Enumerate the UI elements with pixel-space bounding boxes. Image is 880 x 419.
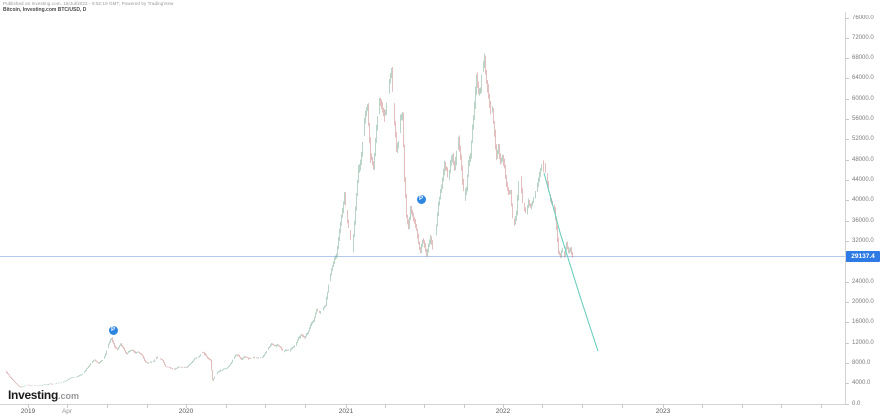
time-axis-minor-tick xyxy=(742,404,743,408)
price-axis-label: 24000.0 xyxy=(852,278,874,285)
instrument-title-text: Bitcoin, Investing.com BTC/USD, D xyxy=(3,7,87,13)
time-axis-minor-tick xyxy=(424,404,425,408)
investing-com-logo: Investing.com xyxy=(8,386,79,404)
price-axis-tick xyxy=(845,180,849,182)
time-axis-tick xyxy=(346,404,347,408)
price-axis-tick xyxy=(845,200,849,202)
price-axis-tick xyxy=(845,261,849,263)
price-axis-tick xyxy=(845,362,849,364)
time-axis-tick xyxy=(663,404,664,408)
price-axis-tick xyxy=(845,301,849,303)
time-axis-tick xyxy=(28,404,29,408)
price-axis-tick xyxy=(845,78,849,80)
time-axis-tick xyxy=(186,404,187,408)
price-axis-tick xyxy=(845,403,849,405)
price-axis-label: 44000.0 xyxy=(852,177,874,184)
time-axis-label: 2020 xyxy=(178,408,194,415)
price-axis-label: 72000.0 xyxy=(852,34,874,41)
price-axis-label: 20000.0 xyxy=(852,298,874,305)
time-axis-tick xyxy=(503,404,504,408)
time-axis-label: Apr xyxy=(61,408,73,415)
published-info-text: Published on Investing.com, 15/Jul/2022 … xyxy=(3,1,174,6)
price-axis-tick xyxy=(845,159,849,161)
price-axis-label: 48000.0 xyxy=(852,156,874,163)
time-axis-minor-tick xyxy=(821,404,822,408)
price-axis-tick xyxy=(845,119,849,121)
price-axis-tick xyxy=(845,240,849,242)
price-axis-label: 32000.0 xyxy=(852,237,874,244)
price-axis-tick xyxy=(845,281,849,283)
time-axis-minor-tick xyxy=(147,404,148,408)
price-axis-label: 12000.0 xyxy=(852,339,874,346)
price-axis-label: 56000.0 xyxy=(852,116,874,123)
time-axis-minor-tick xyxy=(305,404,306,408)
last-price-badge: 29137.4 xyxy=(846,250,880,262)
price-axis-label: 76000.0 xyxy=(852,14,874,21)
price-axis-tick xyxy=(845,322,849,324)
time-axis-minor-tick xyxy=(702,404,703,408)
logo-brand-text: Investing xyxy=(8,388,58,402)
time-axis-minor-tick xyxy=(226,404,227,408)
time-axis-minor-tick xyxy=(265,404,266,408)
time-axis-tick xyxy=(67,404,68,408)
price-axis-tick xyxy=(845,383,849,385)
price-axis-tick xyxy=(845,342,849,344)
price-axis-label: 16000.0 xyxy=(852,319,874,326)
price-axis-label: 68000.0 xyxy=(852,55,874,62)
price-axis-label: 36000.0 xyxy=(852,217,874,224)
time-axis-minor-tick xyxy=(781,404,782,408)
price-axis-label: 4000.0 xyxy=(852,380,871,387)
price-axis-tick xyxy=(845,139,849,141)
price-axis-label: 0.0 xyxy=(852,400,861,407)
time-axis-label: 2021 xyxy=(338,408,354,415)
time-axis-line xyxy=(0,404,846,405)
time-axis-minor-tick xyxy=(464,404,465,408)
time-axis-label: 2022 xyxy=(495,408,511,415)
time-axis-label: 2023 xyxy=(655,408,671,415)
price-axis-tick xyxy=(845,17,849,19)
price-axis-tick xyxy=(845,37,849,39)
publication-pin-marker-1[interactable]: P xyxy=(108,325,118,335)
price-axis-tick xyxy=(845,58,849,60)
price-axis-label: 64000.0 xyxy=(852,75,874,82)
time-axis-minor-tick xyxy=(107,404,108,408)
price-axis-line xyxy=(845,12,846,404)
price-axis-label: 8000.0 xyxy=(852,359,871,366)
time-axis-minor-tick xyxy=(385,404,386,408)
logo-suffix-text: .com xyxy=(57,391,79,401)
time-axis-minor-tick xyxy=(542,404,543,408)
time-axis-label: 2019 xyxy=(20,408,36,415)
price-axis-label: 40000.0 xyxy=(852,197,874,204)
publication-pin-marker-2[interactable]: P xyxy=(416,195,426,205)
price-axis-tick xyxy=(845,98,849,100)
time-axis-minor-tick xyxy=(582,404,583,408)
price-axis-tick xyxy=(845,220,849,222)
price-axis-label: 60000.0 xyxy=(852,95,874,102)
price-axis-label: 52000.0 xyxy=(852,136,874,143)
time-axis-minor-tick xyxy=(622,404,623,408)
